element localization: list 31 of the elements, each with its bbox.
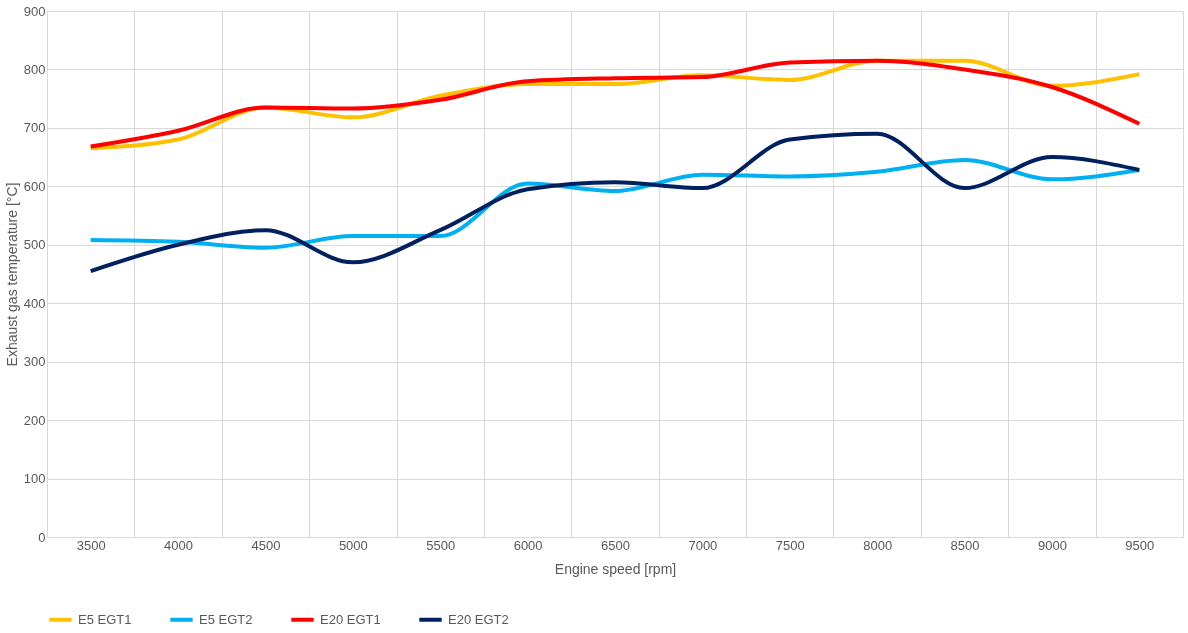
x-tick-label: 6000 <box>513 537 543 553</box>
line-series <box>88 158 1142 250</box>
y-tick-label: 400 <box>23 295 46 311</box>
x-tick-label: 9500 <box>1125 537 1155 553</box>
x-tick-label: 4500 <box>251 537 281 553</box>
legend-label: E20 EGT2 <box>448 611 509 627</box>
y-axis-title: Exhaust gas temperature [°C] <box>3 182 20 367</box>
y-tick-label: 700 <box>23 120 46 136</box>
y-tick-label: 900 <box>23 3 46 19</box>
x-tick-label: 4000 <box>164 537 194 553</box>
legend-label: E20 EGT1 <box>320 611 381 627</box>
x-tick-label: 3500 <box>76 537 106 553</box>
y-tick-label: 0 <box>38 529 46 545</box>
x-tick-label: 7500 <box>775 537 805 553</box>
x-tick-label: 8500 <box>950 537 980 553</box>
legend-label: E5 EGT2 <box>199 611 253 627</box>
y-tick-label: 600 <box>23 178 46 194</box>
y-tick-label: 500 <box>23 237 46 253</box>
x-axis-title: Engine speed [rpm] <box>554 560 677 577</box>
legend-label: E5 EGT1 <box>78 611 132 627</box>
x-tick-label: 5000 <box>338 537 368 553</box>
y-tick-label: 200 <box>23 412 46 428</box>
x-tick-label: 8000 <box>863 537 893 553</box>
y-tick-label: 800 <box>23 61 46 77</box>
line-series <box>88 131 1142 274</box>
y-tick-label: 300 <box>23 354 46 370</box>
x-tick-label: 9000 <box>1037 537 1067 553</box>
x-tick-label: 5500 <box>426 537 456 553</box>
x-tick-label: 7000 <box>688 537 718 553</box>
y-tick-label: 100 <box>23 471 46 487</box>
x-tick-label: 6500 <box>601 537 630 553</box>
